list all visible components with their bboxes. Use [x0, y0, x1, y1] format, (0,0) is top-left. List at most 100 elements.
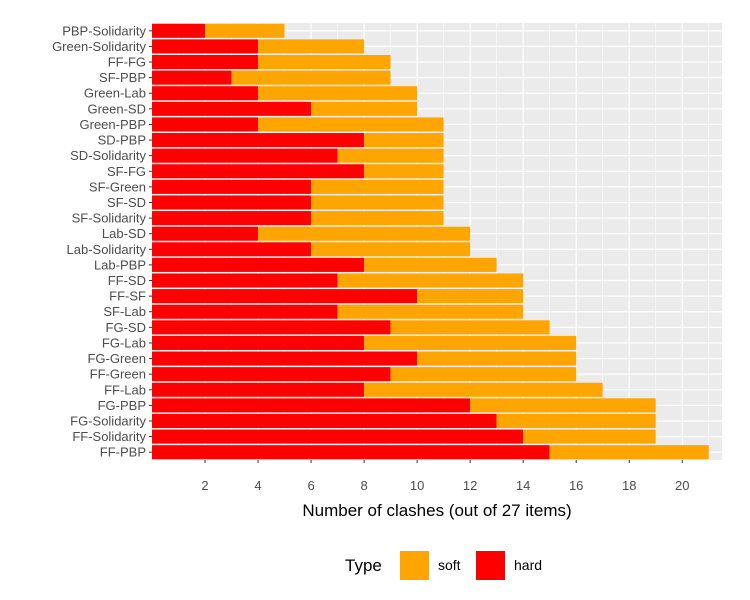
y-tick-label: Green-PBP [80, 117, 146, 132]
bars [152, 23, 709, 460]
bar-hard-Green-PBP [152, 117, 259, 132]
bar-hard-SD-PBP [152, 133, 365, 148]
bar-hard-PBP-Solidarity [152, 23, 206, 38]
y-tick-label: SD-PBP [98, 133, 146, 148]
bar-hard-SF-Solidarity [152, 211, 312, 226]
y-tick-label: Green-SD [87, 101, 146, 116]
bar-soft-SF-PBP [231, 70, 391, 85]
bar-soft-SD-PBP [364, 133, 444, 148]
x-tick-label: 12 [463, 478, 477, 493]
bar-soft-SF-Solidarity [311, 211, 444, 226]
x-tick-label: 4 [254, 478, 261, 493]
bar-hard-FF-FG [152, 54, 259, 70]
x-tick-label: 18 [622, 478, 636, 493]
bar-hard-FG-PBP [152, 398, 471, 413]
bar-soft-FG-PBP [470, 398, 656, 413]
x-tick-label: 10 [410, 478, 424, 493]
x-tick-label: 20 [675, 478, 689, 493]
bar-soft-SF-FG [364, 164, 444, 179]
y-axis: PBP-SolidarityGreen-SolidarityFF-FGSF-PB… [52, 23, 152, 460]
bar-soft-Green-PBP [258, 117, 444, 132]
bar-soft-Green-Lab [258, 86, 418, 101]
y-tick-label: FF-Green [90, 367, 146, 382]
y-tick-label: FG-PBP [98, 398, 146, 413]
legend-title: Type [345, 556, 382, 575]
bar-hard-FF-Green [152, 367, 391, 382]
bar-hard-FF-SF [152, 289, 418, 304]
bar-soft-SF-SD [311, 195, 444, 210]
bar-hard-FF-SD [152, 273, 338, 288]
y-tick-label: FF-SF [109, 289, 146, 304]
bar-hard-SF-PBP [152, 70, 232, 85]
bar-soft-FF-SF [417, 289, 524, 304]
bar-hard-SD-Solidarity [152, 148, 338, 163]
y-tick-label: Green-Lab [84, 86, 146, 101]
legend-key-hard [476, 551, 505, 580]
x-axis: 2 4 6 8 10 12 14 16 18 20 [201, 460, 689, 493]
bar-soft-FG-SD [390, 320, 550, 335]
y-tick-label: SF-FG [107, 164, 146, 179]
bar-hard-Green-Solidarity [152, 39, 259, 54]
bar-hard-SF-Green [152, 179, 312, 194]
y-tick-label: FG-Green [87, 351, 146, 366]
y-tick-label: FG-Lab [102, 335, 146, 350]
x-tick-label: 8 [360, 478, 367, 493]
bar-soft-PBP-Solidarity [205, 23, 285, 38]
bar-hard-Lab-PBP [152, 257, 365, 272]
y-tick-label: FG-Solidarity [70, 413, 146, 428]
bar-hard-Lab-Solidarity [152, 242, 312, 257]
bar-soft-FF-PBP [549, 445, 709, 460]
y-tick-label: Green-Solidarity [52, 39, 146, 54]
y-tick-label: SF-Solidarity [72, 211, 147, 226]
x-tick-label: 2 [201, 478, 208, 493]
bar-soft-FG-Lab [364, 335, 577, 350]
bar-hard-Green-Lab [152, 86, 259, 101]
y-tick-label: Lab-Solidarity [67, 242, 147, 257]
bar-soft-FF-Lab [364, 382, 603, 397]
x-tick-label: 14 [516, 478, 530, 493]
bar-soft-FF-FG [258, 54, 391, 70]
y-tick-label: FG-SD [106, 320, 146, 335]
bar-hard-SF-Lab [152, 304, 338, 319]
bar-hard-FG-Green [152, 351, 418, 366]
y-tick-label: FF-FG [108, 55, 146, 70]
bar-soft-FF-Solidarity [523, 429, 656, 444]
bar-hard-FG-SD [152, 320, 391, 335]
x-tick-label: 16 [569, 478, 583, 493]
y-tick-label: FF-SD [108, 273, 146, 288]
y-tick-label: SF-Lab [103, 304, 146, 319]
y-tick-label: Lab-SD [102, 226, 146, 241]
bar-hard-Green-SD [152, 101, 312, 116]
y-tick-label: SF-PBP [99, 70, 146, 85]
bar-hard-FG-Solidarity [152, 413, 497, 429]
bar-soft-FG-Green [417, 351, 577, 366]
bar-hard-SF-FG [152, 164, 365, 179]
bar-soft-FF-SD [337, 273, 524, 288]
bar-hard-FF-Solidarity [152, 429, 524, 444]
y-tick-label: PBP-Solidarity [62, 23, 146, 38]
x-axis-title: Number of clashes (out of 27 items) [302, 501, 571, 520]
x-tick-label: 6 [307, 478, 314, 493]
bar-soft-SF-Lab [337, 304, 524, 319]
bar-soft-Lab-SD [258, 226, 471, 241]
legend-key-soft [400, 551, 429, 580]
y-tick-label: SD-Solidarity [70, 148, 146, 163]
legend-label-soft: soft [438, 557, 461, 573]
bar-hard-Lab-SD [152, 226, 259, 241]
bar-soft-Lab-Solidarity [311, 242, 471, 257]
bar-soft-Lab-PBP [364, 257, 497, 272]
legend: Type soft hard [345, 551, 542, 580]
bar-soft-FF-Green [390, 367, 577, 382]
y-tick-label: SF-SD [107, 195, 146, 210]
bar-soft-FG-Solidarity [496, 413, 656, 429]
y-tick-label: FF-Lab [104, 382, 146, 397]
bar-hard-FF-PBP [152, 445, 550, 460]
bar-soft-SD-Solidarity [337, 148, 444, 163]
legend-label-hard: hard [514, 557, 542, 573]
bar-soft-Green-Solidarity [258, 39, 365, 54]
y-tick-label: FF-Solidarity [72, 429, 146, 444]
bar-soft-Green-SD [311, 101, 418, 116]
bar-soft-SF-Green [311, 179, 444, 194]
bar-hard-FF-Lab [152, 382, 365, 397]
